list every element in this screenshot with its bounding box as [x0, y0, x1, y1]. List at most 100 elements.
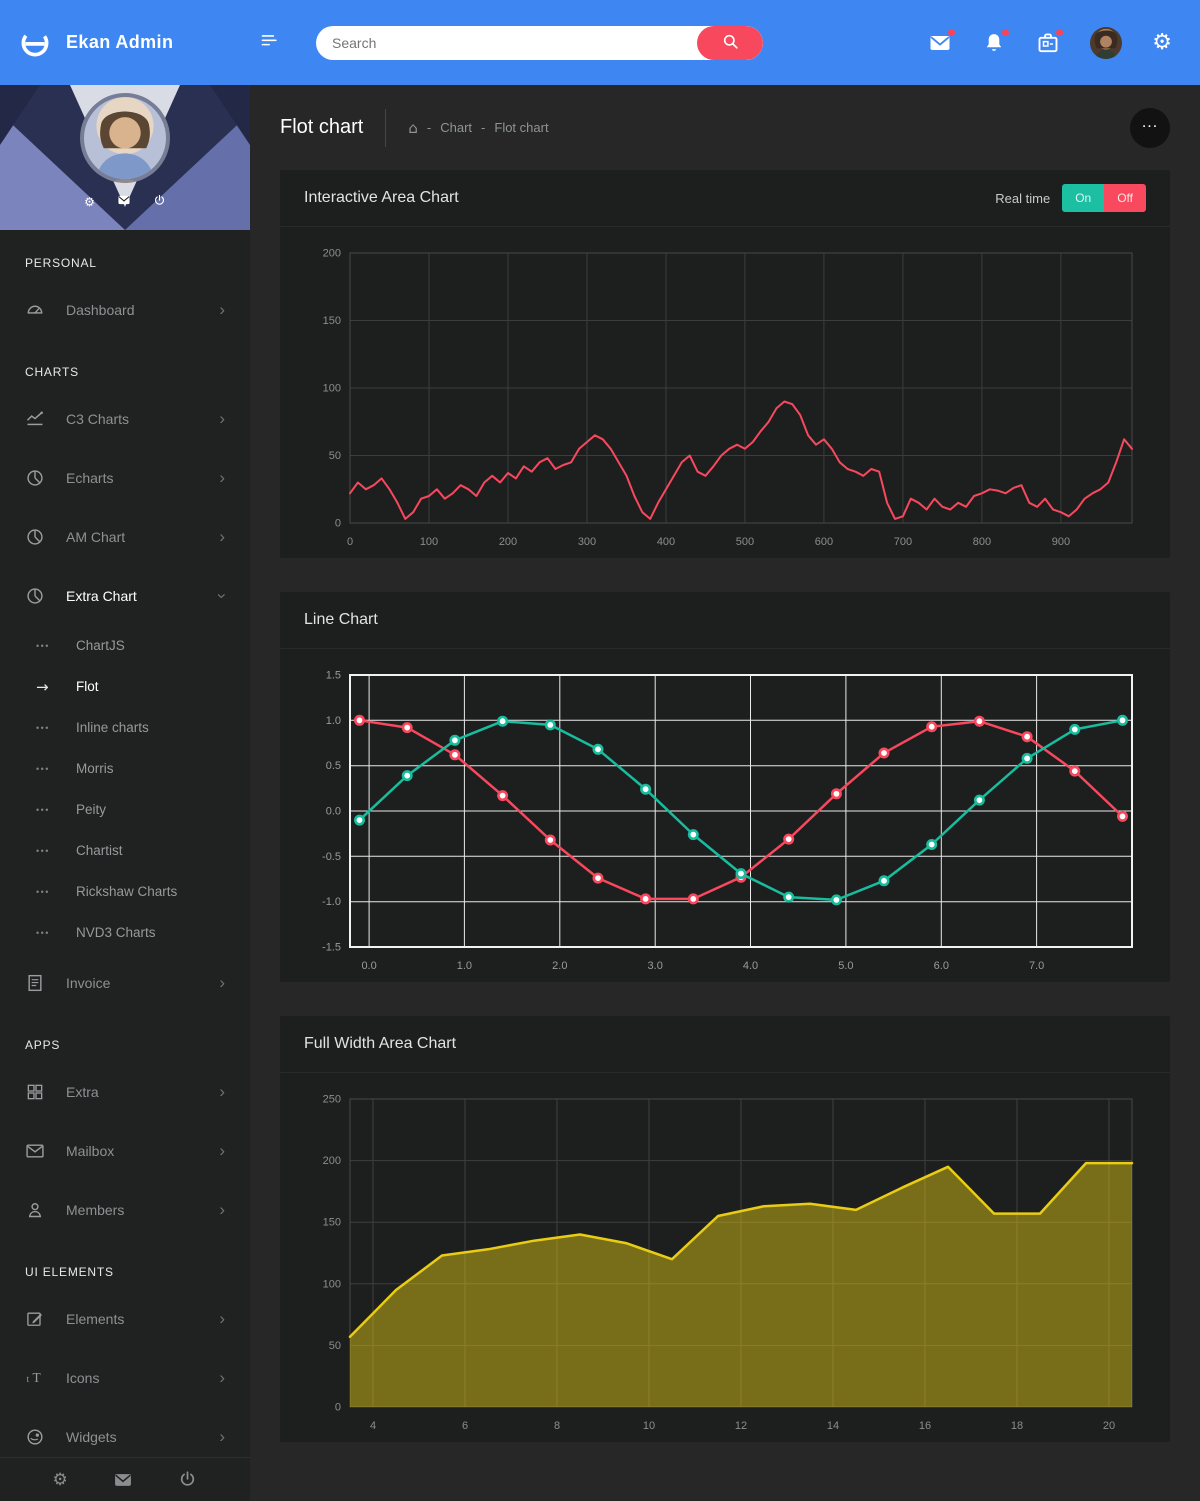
sidebar-item-extra-chart[interactable]: Extra Chart › — [0, 566, 250, 625]
svg-text:300: 300 — [578, 536, 596, 548]
settings-gear-icon[interactable]: ⚙ — [1152, 29, 1172, 55]
realtime-on-button[interactable]: On — [1062, 184, 1105, 212]
footer-mail-icon[interactable] — [113, 1470, 133, 1490]
svg-text:250: 250 — [323, 1094, 341, 1106]
search-bar — [316, 25, 763, 60]
sidebar-item-dashboard[interactable]: Dashboard › — [0, 280, 250, 339]
svg-text:20: 20 — [1103, 1420, 1115, 1432]
sidebar-subitem-flot[interactable]: → Flot — [0, 666, 250, 707]
profile-banner: ⚙ — [0, 85, 250, 230]
profile-photo[interactable] — [80, 93, 170, 183]
profile-logout-icon[interactable] — [153, 194, 166, 210]
item-label: Icons — [66, 1369, 100, 1386]
line-chart-icon — [25, 409, 49, 429]
mail-glyph — [928, 35, 952, 59]
header-actions: ⚙ — [928, 26, 1200, 59]
sidebar-item-echarts[interactable]: Echarts › — [0, 448, 250, 507]
svg-text:7.0: 7.0 — [1029, 960, 1044, 972]
dots-icon: ••• — [36, 763, 50, 774]
line-chart[interactable]: 0.0 1.0 2.0 3.0 4.0 5.0 6.0 7.0 -1.5 -1.0 -0.5 0.0 0… — [280, 649, 1170, 982]
home-icon[interactable]: ⌂ — [408, 118, 418, 137]
notification-dot — [1002, 28, 1010, 36]
widgets-icon — [25, 1427, 49, 1447]
panel-header: Interactive Area Chart Real time On Off — [280, 170, 1170, 227]
svg-text:100: 100 — [323, 383, 341, 395]
mail-icon[interactable] — [928, 28, 956, 55]
envelope-icon — [25, 1141, 49, 1161]
sidebar-subitem-chartjs[interactable]: ••• ChartJS — [0, 625, 250, 666]
pie-chart-icon — [25, 527, 49, 547]
panel-title: Line Chart — [304, 611, 378, 628]
item-label: Echarts — [66, 469, 114, 486]
sidebar-item-elements[interactable]: Elements › — [0, 1289, 250, 1348]
invoice-document-icon — [25, 973, 49, 993]
sidebar-item-invoice[interactable]: Invoice › — [0, 953, 250, 1012]
sidebar-item-members[interactable]: Members › — [0, 1180, 250, 1239]
svg-text:5.0: 5.0 — [838, 960, 853, 972]
breadcrumb: ⌂ - Chart - Flot chart — [408, 119, 548, 137]
item-label: Extra Chart — [66, 587, 137, 604]
realtime-label: Real time — [995, 190, 1051, 206]
panel-header: Full Width Area Chart — [280, 1016, 1170, 1073]
chevron-right-icon: › — [219, 1140, 225, 1160]
sidebar-item-mailbox[interactable]: Mailbox › — [0, 1121, 250, 1180]
footer-gear-icon[interactable]: ⚙ — [52, 1469, 68, 1490]
sidebar-item-widgets[interactable]: Widgets › — [0, 1407, 250, 1457]
chevron-right-icon: › — [219, 526, 225, 546]
sidebar-subitem-peity[interactable]: ••• Peity — [0, 789, 250, 830]
chevron-right-icon: › — [219, 1081, 225, 1101]
bell-icon[interactable] — [982, 28, 1010, 55]
panel-title: Full Width Area Chart — [304, 1035, 457, 1052]
grid-icon — [25, 1082, 49, 1102]
pie-chart-icon — [25, 468, 49, 488]
svg-text:800: 800 — [973, 536, 991, 548]
svg-text:200: 200 — [323, 1155, 341, 1167]
svg-text:400: 400 — [657, 536, 675, 548]
sidebar-subitem-chartist[interactable]: ••• Chartist — [0, 830, 250, 871]
search-input[interactable] — [316, 25, 697, 60]
sidebar-item-c3-charts[interactable]: C3 Charts › — [0, 389, 250, 448]
realtime-off-button[interactable]: Off — [1104, 184, 1146, 212]
svg-text:t: t — [27, 1373, 30, 1383]
svg-text:100: 100 — [323, 1278, 341, 1290]
svg-text:6.0: 6.0 — [934, 960, 949, 972]
sidebar-subitem-nvd3-charts[interactable]: ••• NVD3 Charts — [0, 912, 250, 953]
breadcrumb-flot-chart[interactable]: Flot chart — [494, 120, 549, 135]
subitem-label: Inline charts — [76, 720, 149, 735]
dots-icon: ••• — [36, 804, 50, 815]
full-width-area-chart[interactable]: 4 6 8 10 12 14 16 18 20 0 50 100 150 200 250 — [280, 1073, 1170, 1442]
page-actions-button[interactable]: ... — [1130, 107, 1170, 148]
arrow-right-icon: → — [36, 677, 49, 696]
brand[interactable]: Ekan Admin — [0, 26, 250, 60]
item-label: Elements — [66, 1310, 125, 1327]
sidebar-subitem-rickshaw-charts[interactable]: ••• Rickshaw Charts — [0, 871, 250, 912]
profile-gear-icon[interactable]: ⚙ — [84, 194, 95, 209]
svg-text:200: 200 — [323, 248, 341, 260]
breadcrumb-chart[interactable]: Chart — [440, 120, 473, 135]
sidebar-subitem-morris[interactable]: ••• Morris — [0, 748, 250, 789]
svg-text:150: 150 — [323, 315, 341, 327]
menu-toggle-icon[interactable] — [260, 31, 286, 55]
top-header: Ekan Admin ⚙ — [0, 0, 1200, 85]
footer-power-icon[interactable] — [178, 1470, 198, 1490]
svg-text:200: 200 — [499, 536, 517, 548]
item-label: Extra — [66, 1083, 99, 1100]
breadcrumb-sep: - — [481, 120, 486, 135]
dots-icon: ••• — [36, 927, 50, 938]
notification-dot — [1056, 28, 1064, 36]
sidebar-subitem-inline-charts[interactable]: ••• Inline charts — [0, 707, 250, 748]
sidebar-item-am-chart[interactable]: AM Chart › — [0, 507, 250, 566]
sidebar-item-extra[interactable]: Extra › — [0, 1062, 250, 1121]
subitem-label: Peity — [76, 802, 107, 817]
briefcase-icon[interactable] — [1036, 28, 1064, 55]
profile-mail-icon[interactable] — [117, 193, 131, 210]
svg-text:14: 14 — [827, 1420, 839, 1432]
realtime-toggle: Real time On Off — [995, 184, 1146, 212]
user-avatar[interactable] — [1090, 26, 1123, 59]
svg-text:2.0: 2.0 — [552, 960, 567, 972]
section-label-apps: APPS — [25, 1038, 61, 1052]
interactive-area-chart[interactable]: 0 100 200 300 400 500 600 700 800 900 0 50 100 150 200 — [280, 227, 1170, 558]
search-button[interactable] — [697, 25, 763, 60]
